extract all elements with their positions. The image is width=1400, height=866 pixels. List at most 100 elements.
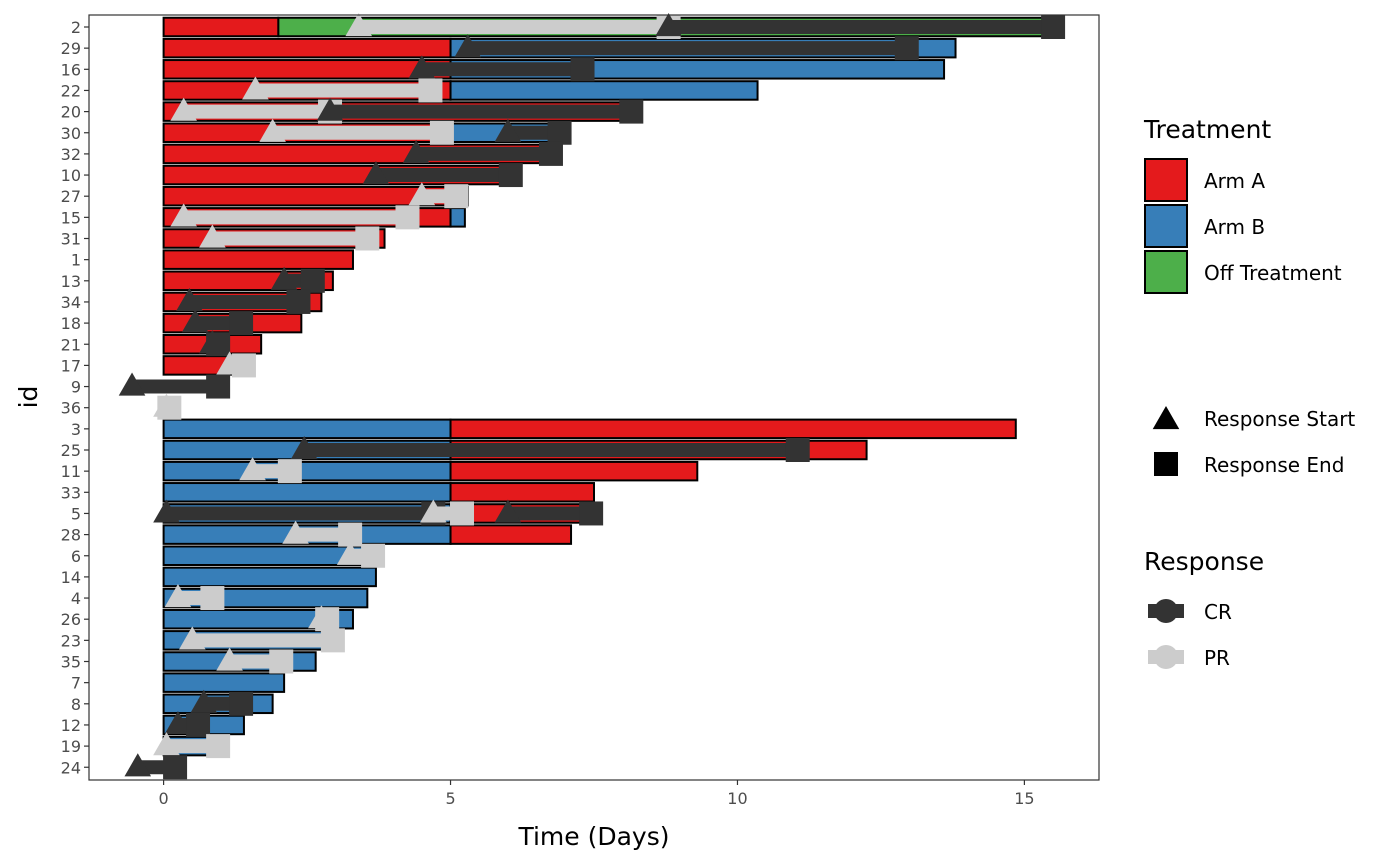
response-end-marker-9	[206, 374, 231, 399]
response-start-marker-18	[181, 309, 209, 333]
x-tick-label-5: 5	[445, 789, 455, 808]
y-tick-label-33: 33	[61, 483, 81, 502]
y-tick-label-27: 27	[61, 187, 81, 206]
response-30-PR	[259, 118, 454, 145]
response-start-marker-23	[178, 626, 206, 650]
bar-7-B	[162, 672, 286, 693]
response-start-marker-5	[494, 499, 522, 523]
response-30-CR	[494, 118, 572, 145]
response-end-marker-36	[157, 395, 182, 420]
y-tick-label-29: 29	[61, 39, 81, 58]
response-end-marker-2	[1041, 15, 1066, 39]
response-end-marker-20	[619, 99, 644, 124]
y-tick-label-24: 24	[61, 758, 81, 777]
response-35-PR	[216, 647, 294, 674]
response-8-CR	[190, 689, 254, 716]
response-start-marker-5	[420, 499, 447, 523]
response-start-marker-2	[345, 13, 373, 37]
treatment-legend: Treatment Arm A Arm B Off Treatment	[1143, 115, 1342, 294]
response-end-marker-35	[269, 649, 294, 674]
x-tick-label-10: 10	[727, 789, 747, 808]
y-tick-label-5: 5	[71, 504, 81, 523]
response-end-marker-6	[361, 543, 386, 568]
legend-key-A	[1144, 158, 1188, 202]
response-layer	[118, 13, 1066, 780]
response-20-CR	[316, 97, 644, 124]
y-tick-label-14: 14	[61, 568, 81, 587]
bar-2-A	[162, 16, 280, 38]
legend-label-PR: PR	[1204, 646, 1230, 670]
response-5-CR	[494, 499, 604, 526]
response-end-marker-22	[418, 78, 443, 103]
response-36-PR	[153, 393, 182, 420]
treatment-legend-title: Treatment	[1143, 115, 1271, 144]
response-25-CR	[290, 436, 810, 462]
legend-label-O: Off Treatment	[1204, 261, 1342, 285]
bar-29-A	[162, 37, 452, 59]
response-start-marker-5	[153, 499, 180, 523]
response-end-marker-15	[395, 205, 420, 230]
response-12-CR	[164, 710, 211, 737]
bar-16-A	[162, 59, 452, 80]
response-34-CR	[176, 287, 311, 314]
response-19-PR	[153, 732, 231, 759]
y-tick-label-8: 8	[71, 695, 81, 714]
y-tick-label-12: 12	[61, 716, 81, 735]
response-2-CR	[655, 13, 1066, 39]
response-start-marker-2	[655, 13, 682, 37]
response-end-marker-32	[538, 141, 563, 166]
response-end-marker-23	[320, 628, 345, 653]
y-tick-label-10: 10	[61, 166, 81, 185]
response-10-CR	[362, 161, 523, 188]
y-axis: 2291622203032102715311133418211793632511…	[61, 18, 89, 777]
response-26-PR	[308, 605, 340, 632]
response-start-marker-19	[153, 732, 180, 756]
legend-key-O	[1144, 250, 1188, 294]
y-tick-label-4: 4	[71, 589, 81, 608]
y-tick-label-23: 23	[61, 631, 81, 650]
response-17-PR	[216, 351, 256, 378]
panel-border	[88, 14, 1100, 781]
y-tick-label-17: 17	[61, 356, 81, 375]
y-tick-label-3: 3	[71, 420, 81, 439]
response-5-PR	[420, 499, 475, 526]
shape-legend: Response Start Response End	[1152, 406, 1355, 477]
response-start-marker-10	[362, 161, 390, 185]
response-end-marker-26	[315, 607, 340, 632]
x-axis-title: Time (Days)	[517, 822, 669, 851]
y-tick-label-6: 6	[71, 547, 81, 566]
response-start-marker-9	[118, 372, 146, 396]
response-22-PR	[242, 76, 443, 103]
legend-circle-PR	[1154, 645, 1178, 669]
bar-3-A	[449, 418, 1017, 440]
x-axis: 0 5 10 15	[159, 780, 1035, 808]
legend-label-B: Arm B	[1204, 215, 1265, 239]
response-end-marker-5	[450, 501, 475, 526]
response-end-marker-34	[286, 289, 311, 314]
y-tick-label-16: 16	[61, 60, 81, 79]
bar-14-B	[162, 566, 377, 588]
response-4-PR	[164, 584, 225, 611]
y-tick-label-19: 19	[61, 737, 81, 756]
bar-11-A	[449, 460, 699, 482]
response-start-marker-24	[124, 753, 152, 777]
y-tick-label-32: 32	[61, 145, 81, 164]
y-tick-label-9: 9	[71, 378, 81, 397]
response-legend: Response CR PR	[1144, 547, 1264, 670]
response-start-marker-12	[164, 710, 192, 735]
y-tick-label-2: 2	[71, 18, 81, 37]
bar-22-B	[449, 80, 759, 101]
response-28-PR	[282, 520, 363, 547]
response-start-marker-11	[239, 457, 266, 481]
response-end-marker-31	[355, 226, 380, 251]
legend-label-end: Response End	[1204, 453, 1344, 477]
response-13-CR	[270, 266, 325, 293]
response-end-marker-16	[570, 57, 595, 82]
response-27-PR	[408, 182, 469, 209]
y-tick-label-34: 34	[61, 293, 81, 312]
bar-33-A	[449, 482, 595, 503]
y-tick-label-25: 25	[61, 441, 81, 460]
response-start-marker-30	[494, 118, 522, 142]
response-end-marker-24	[163, 755, 188, 780]
